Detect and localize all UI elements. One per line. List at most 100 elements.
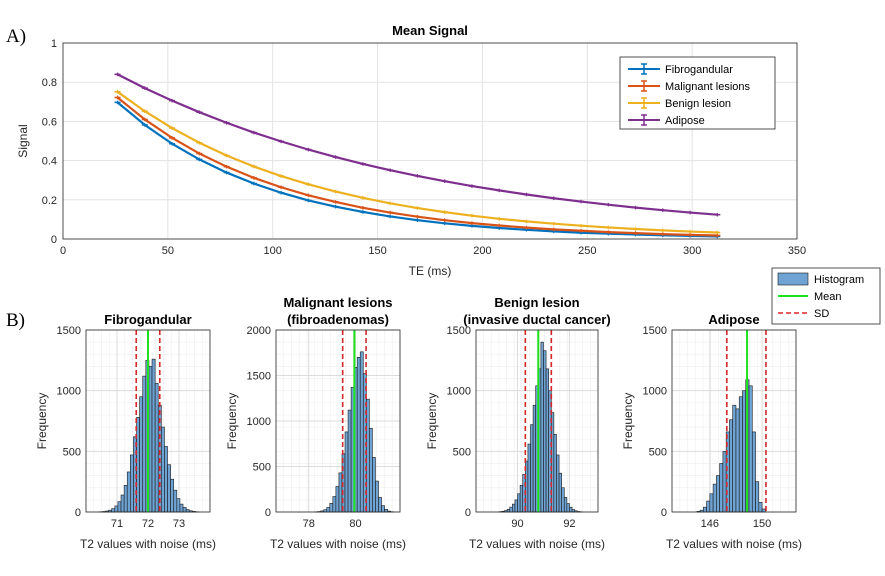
histogram-bar	[347, 409, 352, 513]
histogram-bar	[514, 499, 518, 513]
x-tick-label-b: 71	[111, 518, 123, 530]
y-tick-label-b: 1500	[643, 325, 667, 337]
histogram-bar	[706, 500, 711, 513]
axes-box-a	[62, 42, 798, 240]
histogram-bar	[381, 505, 385, 513]
x-axis-label-a: TE (ms)	[409, 264, 452, 278]
x-tick-label-a: 250	[578, 245, 596, 257]
y-axis-label-a: Signal	[16, 124, 30, 157]
histogram-bar	[735, 408, 740, 513]
legend-label: Adipose	[665, 115, 705, 127]
histogram-bar	[170, 478, 175, 513]
y-axis-label-b: Frequency	[425, 393, 439, 450]
x-axis-label-b: T2 values with noise (ms)	[270, 537, 406, 551]
x-tick-label-a: 350	[788, 245, 806, 257]
histogram-subtitle: (invasive ductal cancer)	[463, 312, 610, 327]
y-tick-label-b: 500	[63, 446, 81, 458]
histogram-bar	[136, 417, 140, 513]
histogram-bar	[716, 475, 720, 513]
histogram-bar	[506, 509, 511, 513]
histogram-bar	[154, 383, 159, 513]
x-tick-label-a: 0	[60, 245, 66, 257]
y-tick-label-b: 0	[75, 507, 81, 519]
histogram-bar	[130, 454, 134, 513]
histogram-bar	[176, 498, 181, 513]
x-tick-label-b: 150	[753, 518, 771, 530]
histogram-bar	[761, 508, 766, 513]
histogram-title: Fibrogandular	[104, 312, 191, 327]
histogram-bar	[530, 424, 534, 513]
y-axis-label-b: Frequency	[225, 393, 239, 450]
histogram-bar	[512, 503, 516, 513]
legend-label-b: Histogram	[814, 274, 864, 286]
histogram-bar	[114, 505, 119, 513]
histogram-bar	[151, 358, 156, 513]
histogram-bar	[558, 472, 562, 513]
histogram-bar	[755, 481, 760, 513]
axes-box-b	[275, 329, 401, 513]
legend-label: Fibrogandular	[665, 64, 733, 76]
y-tick-label-b: 1500	[247, 371, 271, 383]
histogram-bar	[709, 493, 714, 513]
histogram-bar	[366, 398, 370, 513]
histogram-bar	[372, 457, 376, 513]
x-tick-label-b: 72	[142, 518, 154, 530]
y-tick-label-a: 0.8	[42, 77, 57, 89]
histogram-bar	[369, 427, 373, 513]
histogram-title: Adipose	[708, 312, 759, 327]
y-tick-label-b: 0	[465, 507, 471, 519]
histogram-bar	[712, 483, 717, 513]
axes-box-b	[85, 329, 211, 513]
y-axis-label-b: Frequency	[35, 393, 49, 450]
histogram-bar	[126, 471, 131, 513]
legend-label: Malignant lesions	[665, 81, 750, 93]
legend-swatch-histogram	[777, 272, 809, 286]
histogram-bar	[527, 443, 531, 513]
histogram-bar	[120, 494, 125, 513]
histogram-bar	[563, 497, 568, 513]
x-tick-label-b: 80	[349, 518, 361, 530]
histogram-bar	[326, 507, 331, 513]
chart-title-a: Mean Signal	[392, 23, 468, 38]
x-tick-label-b: 92	[563, 518, 575, 530]
histogram-bar	[561, 487, 565, 513]
y-axis-label-b: Frequency	[621, 393, 635, 450]
histogram-bar	[344, 431, 349, 513]
histogram-bar	[161, 426, 165, 513]
x-tick-label-a: 150	[368, 245, 386, 257]
histogram-bar	[179, 503, 184, 513]
y-tick-label-a: 0.6	[42, 116, 57, 128]
histogram-title: Benign lesion	[494, 295, 579, 310]
histogram-bar	[751, 431, 756, 513]
histogram-bar	[173, 489, 178, 513]
histogram-bar	[142, 375, 147, 513]
histogram-bar	[139, 396, 144, 513]
histogram-bar	[545, 368, 549, 513]
histogram-bar	[532, 404, 537, 513]
y-tick-label-b: 1000	[247, 416, 271, 428]
histogram-bar	[742, 390, 747, 513]
histogram-subtitle: (fibroadenomas)	[287, 312, 389, 327]
histogram-bar	[148, 366, 153, 513]
histogram-bar	[553, 434, 557, 513]
histogram-bar	[359, 351, 364, 513]
legend-label: Benign lesion	[665, 98, 731, 110]
histogram-bar	[729, 419, 733, 513]
y-tick-label-b: 1000	[447, 386, 471, 398]
histogram-bar	[566, 503, 570, 513]
histogram-bar	[703, 506, 707, 513]
y-tick-label-a: 1	[51, 38, 57, 50]
x-axis-label-b: T2 values with noise (ms)	[666, 537, 802, 551]
histogram-bar	[569, 506, 573, 513]
x-axis-label-b: T2 values with noise (ms)	[80, 537, 216, 551]
y-tick-label-b: 0	[661, 507, 667, 519]
axes-box-b	[475, 329, 599, 513]
x-tick-label-b: 90	[511, 518, 523, 530]
x-tick-label-a: 50	[162, 245, 174, 257]
histogram-bar	[332, 496, 337, 513]
y-tick-label-b: 1000	[57, 386, 81, 398]
histogram-bar	[519, 485, 524, 513]
histogram-title: Malignant lesions	[283, 295, 392, 310]
histogram-bar	[123, 485, 128, 513]
histogram-bar	[117, 501, 122, 513]
